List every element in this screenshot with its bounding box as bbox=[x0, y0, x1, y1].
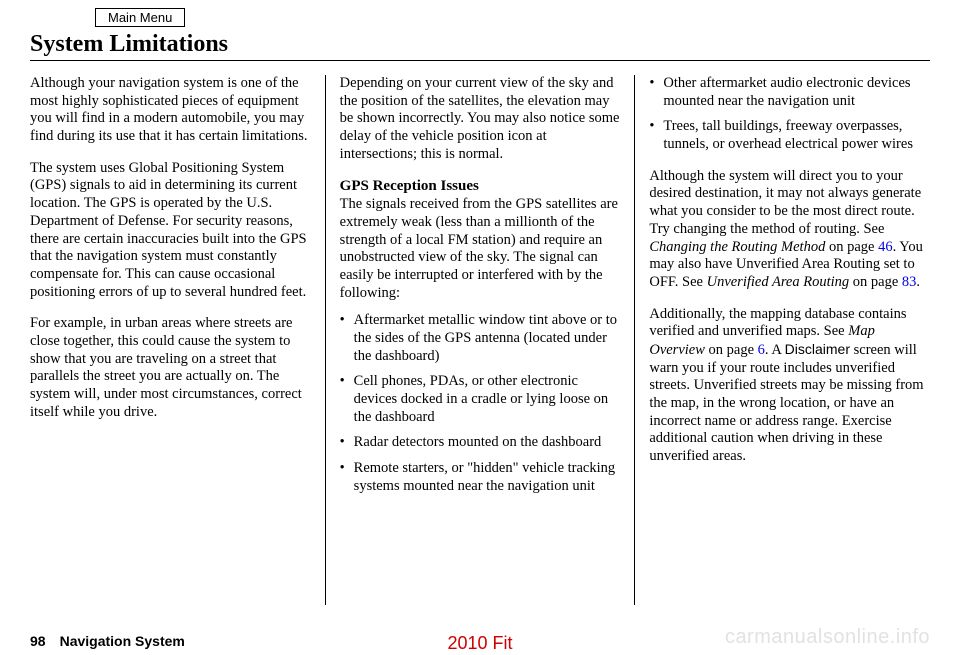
text-run: on page bbox=[705, 342, 758, 358]
col1-para1: Although your navigation system is one o… bbox=[30, 75, 311, 146]
page-number: 98 bbox=[30, 633, 46, 649]
content-columns: Although your navigation system is one o… bbox=[30, 75, 930, 605]
text-run: on page bbox=[825, 239, 878, 255]
watermark: carmanualsonline.info bbox=[725, 626, 930, 649]
column-2: Depending on your current view of the sk… bbox=[326, 75, 636, 605]
col3-para2: Additionally, the mapping database conta… bbox=[649, 306, 930, 466]
col3-para1: Although the system will direct you to y… bbox=[649, 168, 930, 292]
col1-para2: The system uses Global Positioning Syste… bbox=[30, 160, 311, 302]
page-link-6[interactable]: 6 bbox=[758, 342, 765, 358]
list-item: Cell phones, PDAs, or other electronic d… bbox=[340, 373, 621, 426]
page-link-83[interactable]: 83 bbox=[902, 274, 917, 290]
gps-bullet-list: Aftermarket metallic window tint above o… bbox=[340, 312, 621, 495]
gps-section: GPS Reception Issues The signals receive… bbox=[340, 177, 621, 302]
italic-ref: Changing the Routing Method bbox=[649, 239, 825, 255]
text-run: . bbox=[916, 274, 920, 290]
italic-ref: Unverified Area Routing bbox=[707, 274, 850, 290]
text-run: on page bbox=[849, 274, 902, 290]
main-menu-button[interactable]: Main Menu bbox=[95, 8, 185, 27]
text-run: screen will warn you if your route inclu… bbox=[649, 342, 923, 464]
disclaimer-term: Disclaimer bbox=[785, 341, 850, 357]
col2-para2: The signals received from the GPS satell… bbox=[340, 196, 618, 300]
page-link-46[interactable]: 46 bbox=[878, 239, 893, 255]
col3-bullet-list: Other aftermarket audio electronic devic… bbox=[649, 75, 930, 154]
col1-para3: For example, in urban areas where street… bbox=[30, 315, 311, 421]
text-run: Although the system will direct you to y… bbox=[649, 168, 921, 237]
footer-label: Navigation System bbox=[60, 633, 185, 649]
list-item: Remote starters, or "hidden" vehicle tra… bbox=[340, 460, 621, 495]
gps-subhead: GPS Reception Issues bbox=[340, 178, 479, 194]
list-item: Other aftermarket audio electronic devic… bbox=[649, 75, 930, 110]
list-item: Radar detectors mounted on the dashboard bbox=[340, 434, 621, 452]
text-run: . A bbox=[765, 342, 785, 358]
model-year: 2010 Fit bbox=[447, 633, 512, 654]
column-3: Other aftermarket audio electronic devic… bbox=[635, 75, 930, 605]
column-1: Although your navigation system is one o… bbox=[30, 75, 326, 605]
manual-page: Main Menu System Limitations Although yo… bbox=[0, 0, 960, 655]
page-title: System Limitations bbox=[30, 31, 930, 61]
list-item: Trees, tall buildings, freeway overpasse… bbox=[649, 118, 930, 153]
list-item: Aftermarket metallic window tint above o… bbox=[340, 312, 621, 365]
col2-para1: Depending on your current view of the sk… bbox=[340, 75, 621, 163]
